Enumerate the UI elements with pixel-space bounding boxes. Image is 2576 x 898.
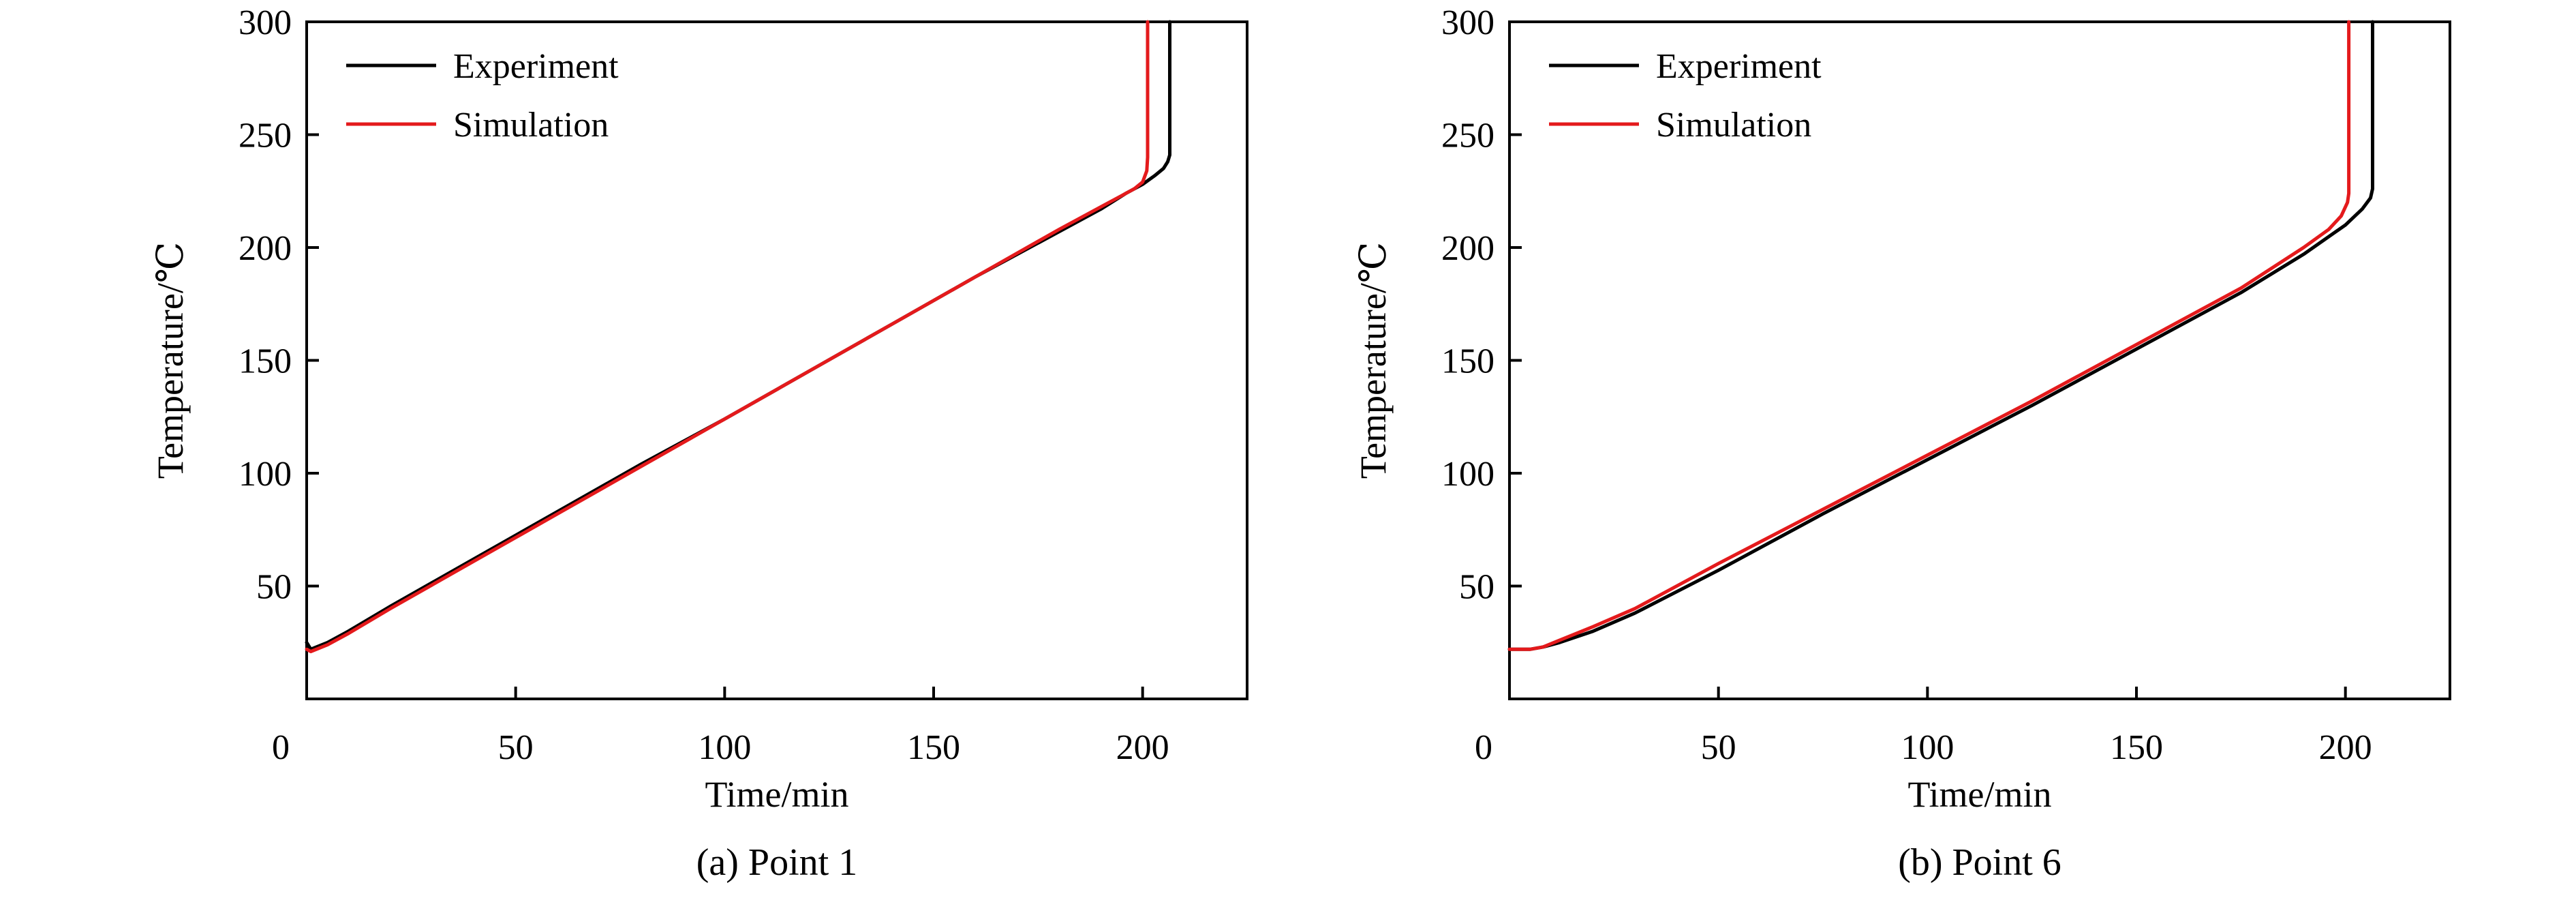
series-line-simulation <box>1507 20 2351 651</box>
series-line-experiment <box>1507 20 2374 651</box>
x-tick-label: 100 <box>1901 728 1954 767</box>
x-tick-label: 50 <box>1701 728 1736 767</box>
y-tick-label: 250 <box>1441 117 1494 155</box>
legend: Experiment Simulation <box>346 47 619 145</box>
x-tick-label: 100 <box>698 728 751 767</box>
y-tick-label: 300 <box>239 3 292 42</box>
x-tick-label: 150 <box>907 728 960 767</box>
y-tick-label: 300 <box>1441 3 1494 42</box>
x-tick-label: 200 <box>1116 728 1169 767</box>
x-tick-label: 50 <box>498 728 534 767</box>
legend-label-simulation: Simulation <box>453 106 609 145</box>
y-tick-label: 200 <box>239 229 292 268</box>
series-line-experiment <box>305 20 1171 651</box>
legend-label-simulation: Simulation <box>1656 106 1811 145</box>
y-tick-label: 100 <box>1441 455 1494 494</box>
legend-label-experiment: Experiment <box>1656 47 1822 86</box>
y-tick-label: 200 <box>1441 229 1494 268</box>
y-tick-label: 100 <box>239 455 292 494</box>
panel-caption: (b) Point 6 <box>1898 841 2061 884</box>
y-tick-label: 50 <box>1459 568 1494 607</box>
y-tick-label: 150 <box>1441 342 1494 381</box>
x-axis-title: Time/min <box>705 774 848 815</box>
panel-caption: (a) Point 1 <box>696 841 857 884</box>
legend-label-experiment: Experiment <box>453 47 619 86</box>
y-tick-label: 50 <box>256 568 292 607</box>
x-axis-title: Time/min <box>1907 774 2051 815</box>
x-tick-label: 200 <box>2319 728 2372 767</box>
y-axis-title: Temperature/℃ <box>1353 242 1394 479</box>
x-tick-label: 0 <box>1475 728 1492 767</box>
chart-panel-1: 0 50 100 150 200 50 100 150 200 250 300 Time/min Tem… <box>150 3 1248 884</box>
series-line-simulation <box>305 20 1150 653</box>
plot-frame <box>305 20 1248 700</box>
y-tick-label: 150 <box>239 342 292 381</box>
legend: Experiment Simulation <box>1549 47 1822 145</box>
x-tick-label: 0 <box>272 728 290 767</box>
plot-frame <box>1508 20 2451 700</box>
x-tick-label: 150 <box>2110 728 2163 767</box>
y-tick-label: 250 <box>239 117 292 155</box>
y-axis-title: Temperature/℃ <box>150 242 191 479</box>
chart-panel-2: 0 50 100 150 200 50 100 150 200 250 300 Time/min Tem… <box>1353 3 2451 884</box>
